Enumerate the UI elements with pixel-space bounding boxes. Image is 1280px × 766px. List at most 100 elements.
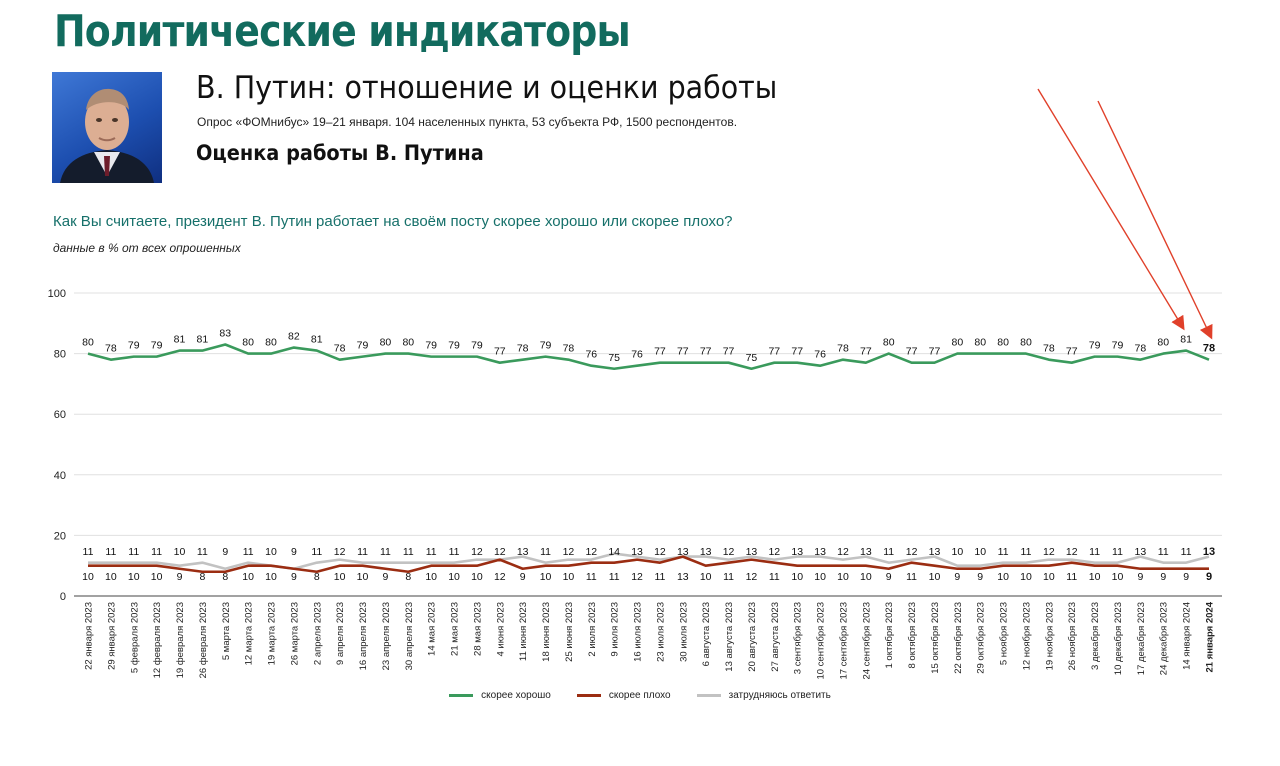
data-label-unsure: 10 (974, 546, 986, 558)
x-tick-label: 14 января 2024 (1182, 602, 1193, 670)
data-label-good: 79 (151, 340, 163, 352)
data-label-good: 76 (631, 349, 643, 361)
x-tick-label: 23 июля 2023 (655, 602, 666, 662)
data-label-bad: 10 (540, 571, 552, 583)
data-label-good: 80 (380, 337, 392, 349)
x-tick-label: 6 августа 2023 (701, 602, 712, 666)
data-label-bad: 9 (1183, 571, 1189, 583)
x-tick-label: 26 февраля 2023 (198, 602, 209, 678)
x-tick-label: 2 апреля 2023 (312, 602, 323, 665)
data-label-good: 78 (334, 343, 346, 355)
x-tick-label: 12 февраля 2023 (152, 602, 163, 678)
data-label-good: 77 (723, 346, 735, 358)
data-label-bad: 11 (906, 571, 917, 583)
x-tick-label: 16 апреля 2023 (358, 602, 369, 670)
data-label-good: 77 (906, 346, 918, 358)
data-label-unsure: 11 (426, 546, 437, 558)
data-label-unsure: 12 (563, 546, 575, 558)
president-photo (52, 72, 162, 183)
data-label-unsure: 11 (1158, 546, 1169, 558)
data-label-bad: 12 (494, 571, 506, 583)
data-label-bad: 9 (1206, 571, 1212, 583)
x-tick-label: 30 апреля 2023 (404, 602, 415, 670)
data-label-unsure: 13 (1135, 546, 1147, 558)
x-tick-label: 9 июля 2023 (610, 602, 621, 657)
x-tick-label: 30 июля 2023 (678, 602, 689, 662)
data-label-good: 81 (1180, 334, 1192, 346)
data-label-bad: 8 (199, 571, 205, 583)
x-tick-label: 18 июня 2023 (541, 602, 552, 662)
data-label-bad: 10 (334, 571, 346, 583)
legend-swatch-bad (576, 694, 601, 697)
x-tick-label: 12 ноября 2023 (1021, 602, 1032, 670)
x-tick-label: 13 августа 2023 (724, 602, 735, 672)
data-label-bad: 10 (929, 571, 941, 583)
data-label-bad: 10 (105, 571, 117, 583)
data-label-good: 79 (1112, 340, 1124, 352)
data-label-unsure: 14 (608, 546, 620, 558)
data-label-unsure: 12 (471, 546, 483, 558)
data-label-good: 78 (563, 343, 575, 355)
data-label-bad: 10 (791, 571, 803, 583)
data-label-good: 80 (402, 337, 414, 349)
data-label-bad: 10 (860, 571, 872, 583)
x-tick-label: 26 марта 2023 (289, 602, 300, 665)
data-label-good: 78 (837, 343, 849, 355)
data-label-unsure: 12 (334, 546, 346, 558)
data-label-unsure: 12 (494, 546, 506, 558)
data-label-good: 77 (1066, 346, 1078, 358)
data-label-unsure: 13 (631, 546, 643, 558)
x-tick-label: 29 октября 2023 (976, 602, 987, 674)
x-tick-label: 3 декабря 2023 (1090, 602, 1101, 670)
x-tick-label: 17 декабря 2023 (1136, 602, 1147, 675)
x-tick-label: 19 февраля 2023 (175, 602, 186, 678)
data-label-unsure: 11 (197, 546, 208, 558)
page-title: Политические индикаторы (54, 6, 631, 57)
data-label-bad: 10 (128, 571, 140, 583)
data-label-bad: 12 (631, 571, 643, 583)
data-label-bad: 9 (1160, 571, 1166, 583)
y-tick-label-20: 20 (54, 530, 66, 542)
data-label-good: 81 (197, 334, 209, 346)
data-label-bad: 10 (700, 571, 712, 583)
data-label-unsure: 10 (265, 546, 277, 558)
data-label-bad: 10 (82, 571, 94, 583)
data-label-unsure: 11 (151, 546, 162, 558)
data-label-good: 82 (288, 331, 300, 343)
data-label-bad: 9 (177, 571, 183, 583)
x-tick-label: 10 декабря 2023 (1113, 602, 1124, 675)
data-label-unsure: 13 (1203, 546, 1215, 558)
data-label-good: 77 (860, 346, 872, 358)
annotation-arrow-2 (1097, 100, 1213, 340)
data-label-good: 78 (1135, 343, 1147, 355)
y-tick-label-0: 0 (60, 591, 66, 603)
data-label-bad: 13 (677, 571, 689, 583)
data-label-bad: 10 (1112, 571, 1124, 583)
x-tick-label: 12 марта 2023 (244, 602, 255, 665)
x-tick-label: 8 октября 2023 (907, 602, 918, 669)
data-label-bad: 8 (405, 571, 411, 583)
data-label-unsure: 9 (291, 546, 297, 558)
data-label-good: 80 (974, 337, 986, 349)
x-tick-label: 26 ноября 2023 (1067, 602, 1078, 670)
data-label-bad: 10 (448, 571, 460, 583)
x-tick-label: 24 декабря 2023 (1159, 602, 1170, 675)
x-tick-label: 24 сентября 2023 (861, 602, 872, 680)
data-label-bad: 10 (357, 571, 369, 583)
x-tick-label: 22 января 2023 (84, 602, 95, 670)
data-label-good: 80 (242, 337, 254, 349)
data-label-good: 81 (311, 334, 323, 346)
data-label-unsure: 13 (517, 546, 529, 558)
data-label-unsure: 11 (1112, 546, 1123, 558)
data-label-good: 80 (82, 337, 94, 349)
data-label-unsure: 11 (128, 546, 139, 558)
data-label-good: 78 (105, 343, 117, 355)
data-label-unsure: 11 (403, 546, 414, 558)
data-label-unsure: 11 (380, 546, 391, 558)
data-label-unsure: 11 (1021, 546, 1032, 558)
data-label-unsure: 12 (1066, 546, 1078, 558)
data-label-bad: 10 (1020, 571, 1032, 583)
x-tick-label: 11 июня 2023 (518, 602, 529, 661)
data-label-bad: 10 (1089, 571, 1101, 583)
data-label-bad: 11 (609, 571, 620, 583)
